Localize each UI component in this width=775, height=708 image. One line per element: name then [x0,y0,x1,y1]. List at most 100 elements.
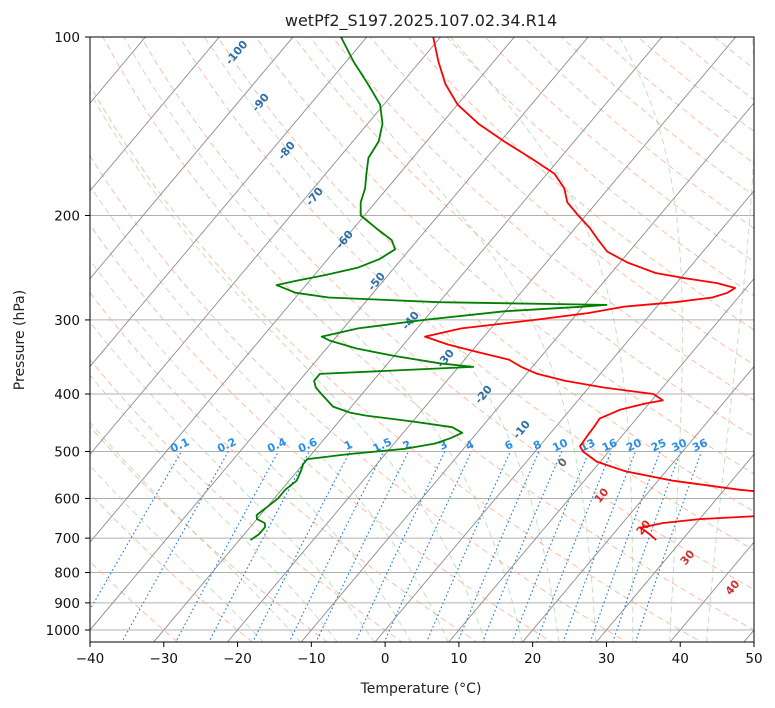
x-axis-label: Temperature (°C) [360,681,482,697]
isotherm [300,102,754,642]
dry-adiabat [90,84,703,642]
x-axis-ticks: −40 −30 −20 −10 0 10 20 30 40 50 [76,642,763,667]
dry-adiabat [140,37,754,591]
dry-adiabat [407,37,754,331]
x-tick-label: 20 [524,651,541,667]
temperature-line [424,37,754,541]
x-tick-label: −40 [76,651,105,667]
isotherm-label: 10 [592,485,612,505]
isotherm [374,190,754,642]
dry-adiabat [713,37,754,70]
mixing-ratio-line [354,451,446,642]
isotherm [90,37,294,280]
moist-adiabat [90,321,375,642]
dry-adiabat [90,291,478,642]
isotherm [90,37,368,368]
mixing-ratio-label: 2 [401,438,413,453]
moist-adiabat [203,37,560,642]
dry-adiabat [90,154,628,642]
dry-adiabat [90,358,403,642]
mixing-ratio-label: 8 [531,438,543,453]
dry-adiabat [102,37,754,631]
mixing-ratio-line [121,451,229,642]
x-tick-label: 0 [381,651,390,667]
profile-series [249,37,754,541]
dry-adiabat [216,37,754,513]
dry-adiabats [90,10,775,655]
moist-adiabat [450,37,634,642]
y-tick-label: 1000 [46,623,80,639]
y-tick-label: 400 [54,387,80,403]
mixing-ratio-line [208,451,310,642]
moist-adiabat [90,184,449,642]
dry-adiabat [757,10,775,655]
mixing-ratio-label: 16 [600,436,620,454]
mixing-ratio-label: 30 [670,436,690,454]
isotherm [448,277,754,642]
isotherms [90,37,754,642]
plot-frame [89,36,755,643]
mixing-ratio-line [589,451,661,642]
y-tick-label: 800 [54,566,80,582]
mixing-ratio-line [612,451,682,642]
y-axis-label: Pressure (hPa) [12,290,28,390]
dry-adiabat [90,493,254,642]
x-tick-label: −20 [223,651,252,667]
x-tick-label: −10 [297,651,326,667]
mixing-ratio-line [383,451,472,642]
y-tick-label: 900 [54,596,80,612]
mixing-ratio-label: 25 [649,436,668,454]
mixing-ratio-line [511,451,590,642]
mixing-ratio-label: 1 [342,438,354,453]
dry-adiabat [331,37,754,402]
isotherm [153,37,663,642]
y-tick-label: 300 [54,313,80,329]
y-tick-label: 200 [54,209,80,225]
mixing-ratio-line [481,451,563,642]
dry-adiabat [522,37,754,229]
y-tick-label: 100 [54,30,80,46]
dry-adiabat [90,223,553,642]
dry-adiabat [90,425,329,642]
isotherm-label: -10 [510,418,533,442]
moist-adiabat [90,259,412,642]
mixing-ratio-line [635,451,703,642]
pressure-gridlines [90,37,754,631]
x-tick-label: 10 [450,651,467,667]
dry-adiabat [675,37,754,101]
isotherm-label: 40 [723,577,743,597]
isotherm-label: -100 [223,38,251,68]
moist-adiabat [90,464,265,642]
mixing-ratio-lines [90,451,703,642]
y-tick-label: 500 [54,444,80,460]
dry-adiabat [751,37,754,39]
x-tick-label: 30 [598,651,615,667]
moist-adiabat [90,91,486,642]
isotherm-label: -90 [249,91,272,115]
isotherm [226,37,737,642]
isotherm [521,365,754,642]
moist-adiabat [123,37,523,642]
mixing-ratio-line [426,451,511,642]
isotherm [90,37,220,192]
x-tick-label: 50 [745,651,762,667]
isotherm-label: 0 [555,455,570,469]
mixing-ratio-label: 0.6 [296,435,319,455]
dry-adiabat [90,560,179,642]
mixing-ratio-line [457,451,540,642]
y-axis-ticks: 1000 900 800 700 600 500 400 300 200 100 [46,30,90,639]
isotherm [90,37,515,543]
mixing-ratio-line [315,451,409,642]
mixing-ratio-label: 20 [624,436,644,454]
mixing-ratio-label: 6 [503,438,516,453]
isotherm [595,453,754,642]
isotherm-label: 30 [678,547,698,567]
mixing-ratio-line [536,451,612,642]
dry-adiabat [484,37,754,263]
dry-adiabat [598,37,754,164]
mixing-ratio-line [90,451,182,611]
moist-adiabat [90,374,338,642]
x-tick-label: −30 [150,651,179,667]
isotherm [669,541,754,642]
